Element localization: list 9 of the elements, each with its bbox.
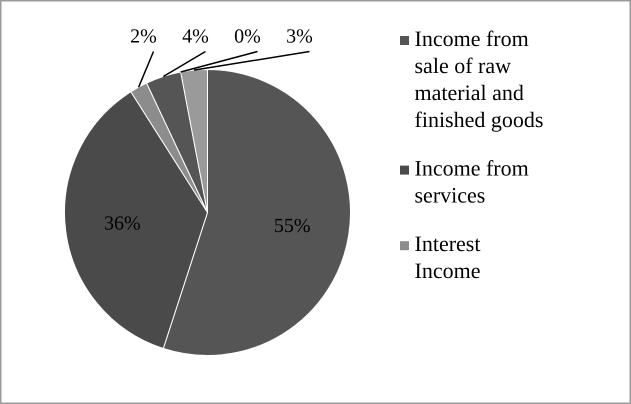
legend-label: Income from services	[414, 156, 529, 208]
data-label: 4%	[182, 26, 209, 48]
legend-label: Income from sale of raw material and finished goods	[414, 26, 544, 132]
data-label: 36%	[104, 212, 141, 234]
text: 0%	[234, 26, 261, 48]
data-label: 55%	[274, 214, 311, 237]
legend-label: Interest Income	[414, 231, 480, 284]
data-label: 2%	[130, 26, 157, 48]
data-label: 3%	[286, 26, 313, 48]
